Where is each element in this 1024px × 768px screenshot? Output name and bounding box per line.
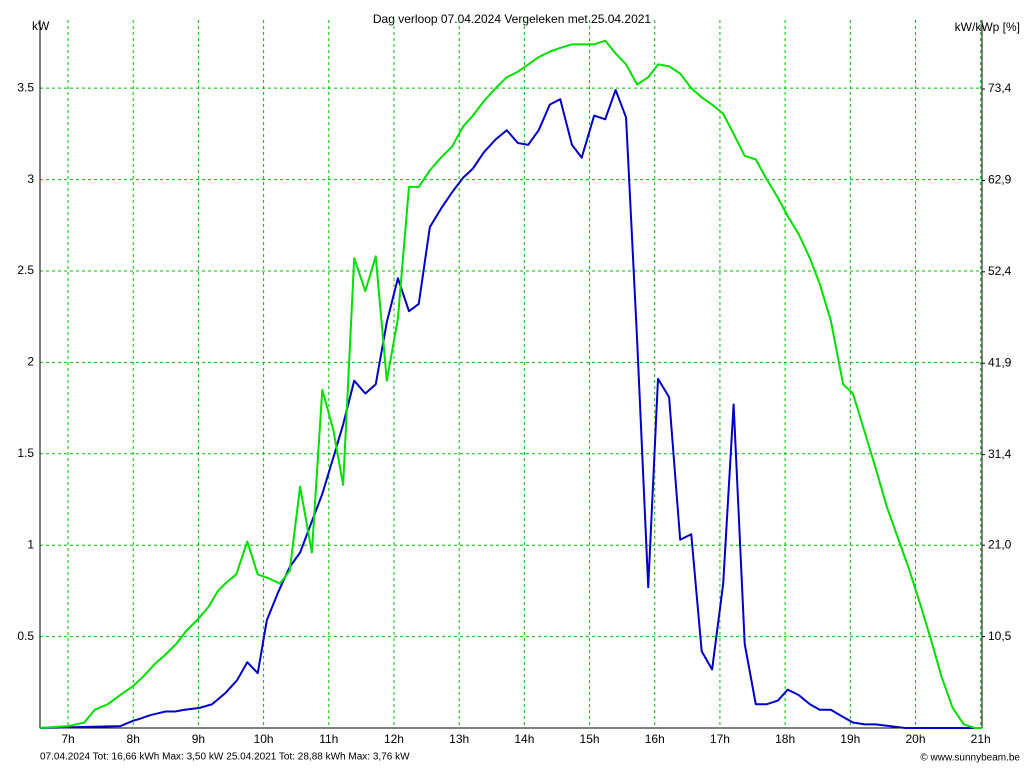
y-tick-label: 2.5 <box>17 263 34 277</box>
x-tick-label: 21h <box>971 732 991 746</box>
credit: © www.sunnybeam.be <box>920 753 1020 764</box>
x-tick-label: 9h <box>192 732 205 746</box>
y-tick-label: 1 <box>27 537 34 551</box>
y2-tick-label: 31,4 <box>988 447 1012 461</box>
x-tick-label: 14h <box>514 732 534 746</box>
chart-title: Dag verloop 07.04.2024 Vergeleken met 25… <box>373 12 652 26</box>
y-tick-label: 0.5 <box>17 629 34 643</box>
x-tick-label: 13h <box>449 732 469 746</box>
x-tick-label: 17h <box>710 732 730 746</box>
x-tick-label: 8h <box>127 732 140 746</box>
y-tick-label: 3 <box>27 172 34 186</box>
y2-tick-label: 62,9 <box>988 173 1012 187</box>
x-tick-label: 12h <box>384 732 404 746</box>
y2-tick-label: 73,4 <box>988 81 1012 95</box>
x-tick-label: 15h <box>580 732 600 746</box>
x-tick-label: 20h <box>905 732 925 746</box>
y2-tick-label: 21,0 <box>988 537 1012 551</box>
y-tick-label: 2 <box>27 355 34 369</box>
y2-tick-label: 52,4 <box>988 264 1012 278</box>
y2-axis-label: kW/kWp [%] <box>955 20 1020 34</box>
series-line <box>39 89 982 729</box>
y-tick-label: 1.5 <box>17 446 34 460</box>
x-tick-label: 10h <box>254 732 274 746</box>
y2-tick-label: 10,5 <box>988 629 1012 643</box>
y2-tick-label: 41,9 <box>988 355 1012 369</box>
x-tick-label: 19h <box>840 732 860 746</box>
x-tick-label: 18h <box>775 732 795 746</box>
series-line <box>39 39 982 729</box>
legend-entry: 07.04.2024 Tot: 16,66 kWh Max: 3,50 kW <box>40 752 224 763</box>
legend-entry: 25.04.2021 Tot: 28,88 kWh Max: 3,76 kW <box>226 752 410 763</box>
y-tick-label: 3.5 <box>17 80 34 94</box>
x-tick-label: 11h <box>319 732 338 746</box>
y-axis-label: kW <box>32 19 50 33</box>
x-tick-label: 7h <box>61 732 74 746</box>
x-tick-label: 16h <box>645 732 665 746</box>
